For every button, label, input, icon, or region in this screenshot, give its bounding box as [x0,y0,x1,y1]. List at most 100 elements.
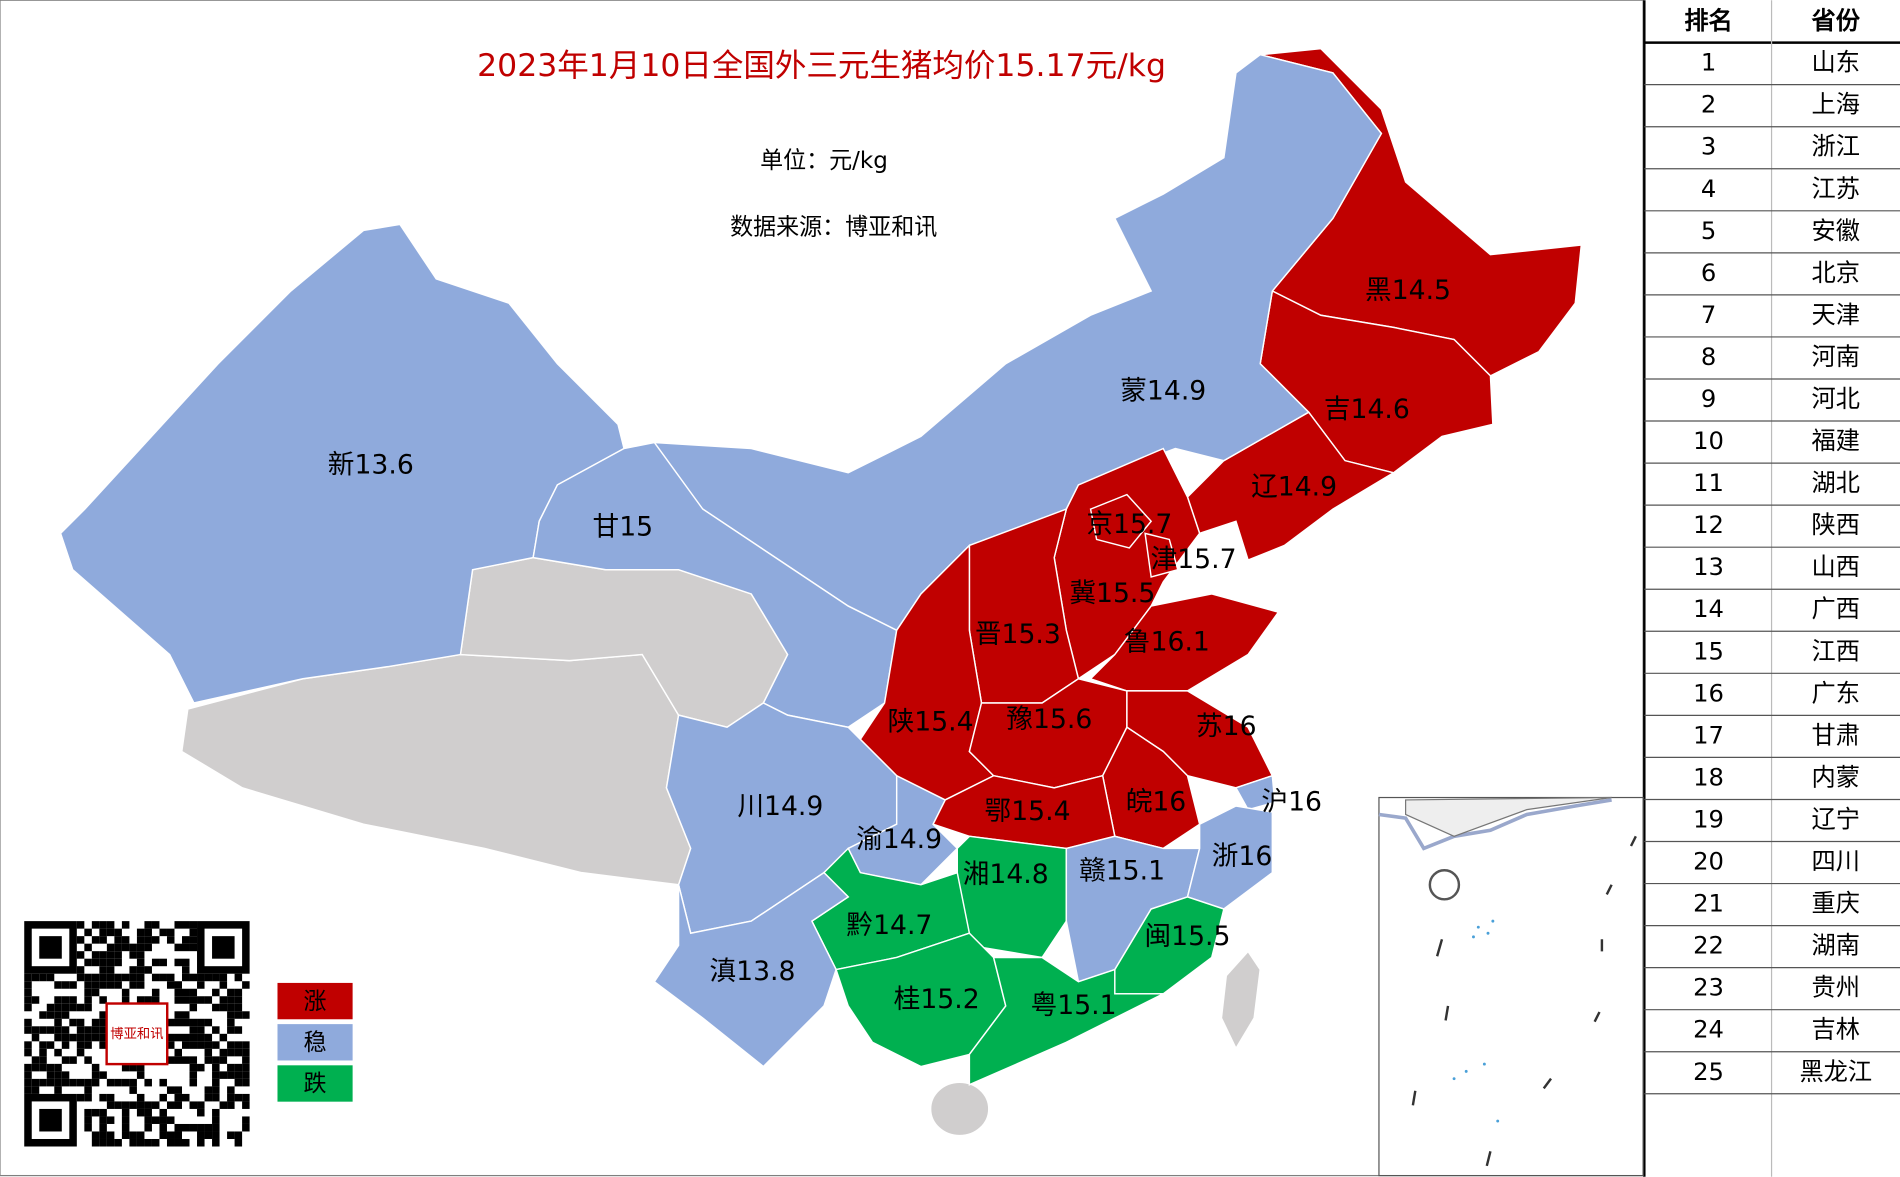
province-value: 16 [1238,840,1272,871]
qr-module [212,988,220,997]
qr-module [54,1011,62,1019]
qr-module [212,1131,220,1139]
qr-module [242,1056,250,1064]
qr-module [159,1131,167,1139]
province-label: 闽15.5 [1145,920,1231,951]
qr-module [91,1018,100,1027]
province-abbr: 沪 [1261,786,1288,817]
qr-module [151,973,160,982]
qr-module [76,921,85,929]
qr-module [61,1056,70,1064]
qr-module [106,973,115,982]
qr-module [189,1018,198,1027]
province-label: 辽14.9 [1251,471,1337,502]
qr-module [227,1086,235,1094]
qr-module [54,1018,62,1027]
qr-module [189,988,198,997]
table-cell: 18 [1693,763,1724,791]
qr-module [84,1026,92,1034]
qr-module [174,1086,183,1094]
qr-module [166,936,175,944]
province-abbr: 京 [1086,508,1113,539]
qr-module [234,996,243,1004]
qr-module [24,1003,32,1012]
qr-module [136,958,145,967]
qr-module [121,1078,130,1087]
province-value: 14.9 [1147,375,1206,406]
legend-label: 涨 [304,989,327,1015]
qr-module [219,1003,228,1012]
qr-module [46,1078,55,1087]
qr-module [84,958,92,967]
province-label: 赣15.1 [1079,855,1165,886]
table-cell: 20 [1693,848,1724,876]
province-abbr: 桂 [894,983,921,1014]
table-cell: 贵州 [1812,974,1860,1002]
qr-module [121,988,130,997]
qr-module [99,936,107,944]
qr-module [166,973,175,982]
table-cell: 25 [1693,1058,1724,1086]
province-value: 16 [1223,711,1257,742]
qr-module [54,1086,62,1094]
qr-module [219,1056,228,1064]
qr-module [54,981,62,989]
province-abbr: 陕 [888,706,915,737]
qr-module [182,921,190,929]
qr-module [159,973,167,982]
table-cell: 23 [1693,974,1724,1002]
qr-module [106,966,115,974]
qr-module [99,1011,107,1019]
qr-module [39,1056,47,1064]
qr-module [61,981,70,989]
qr-module [227,1071,235,1079]
qr-module [24,1048,32,1057]
qr-module [24,1063,32,1072]
qr-module [24,1071,32,1079]
qr-module [54,1071,62,1079]
table-cell: 1 [1701,49,1716,77]
qr-module [99,958,107,967]
qr-module [204,973,213,982]
qr-module [174,1131,183,1139]
qr-module [99,1026,107,1034]
legend-label: 跌 [304,1071,327,1097]
table-cell: 北京 [1812,259,1860,287]
qr-module [54,1026,62,1034]
qr-module [99,973,107,982]
qr-module [136,973,145,982]
qr-module [182,996,190,1004]
qr-module [189,1123,198,1132]
qr-module [129,1131,137,1139]
province-abbr: 津 [1151,544,1178,575]
province-label: 黔14.7 [846,909,932,940]
legend-swatch [277,1024,353,1061]
province-value: 15.4 [1011,796,1070,827]
qr-module [84,1116,92,1124]
qr-module [174,1011,183,1019]
qr-finder [39,936,62,959]
qr-module [54,1033,62,1042]
province-abbr: 黑 [1365,275,1392,306]
province-abbr: 闽 [1145,920,1172,951]
qr-module [219,981,228,989]
qr-module [189,1071,198,1079]
qr-seal-box [105,1002,169,1066]
qr-module [136,1108,145,1117]
qr-module [114,981,122,989]
qr-module [242,1078,250,1087]
table-cell: 17 [1693,721,1724,749]
province-value: 16.1 [1151,626,1210,657]
qr-module [31,1063,40,1072]
qr-module [182,936,190,944]
qr-module [54,996,62,1004]
qr-module [106,981,115,989]
province-label: 粤15.1 [1031,989,1117,1020]
province [1186,805,1274,910]
qr-module [189,1003,198,1012]
qr-module [212,1056,220,1064]
qr-module [129,1063,137,1072]
qr-module [189,1078,198,1087]
province-label: 冀15.5 [1069,577,1155,608]
qr-module [69,1078,77,1087]
